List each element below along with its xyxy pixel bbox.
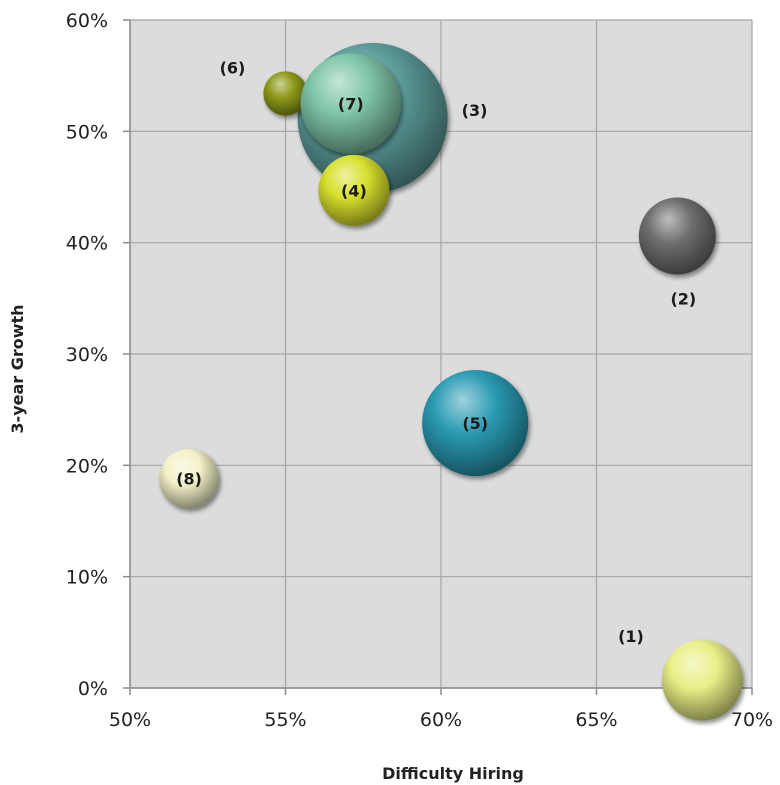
bubble-4 [318,154,390,226]
bubble-8 [159,448,219,509]
bubble-5 [422,369,529,477]
bubble-label: (4) [341,181,367,200]
x-tick-label: 70% [731,709,773,731]
bubble-2 [638,197,716,275]
axes [123,19,753,695]
x-tick-label: 50% [109,709,151,731]
y-tick-label: 0% [78,678,108,700]
y-tick-label: 60% [66,10,108,32]
x-tick-label: 60% [420,709,462,731]
bubble-label: (7) [338,95,364,114]
bubble-label: (2) [670,289,696,308]
y-tick-label: 30% [66,344,108,366]
bubble-label: (1) [618,627,644,646]
bubble-1 [661,639,743,721]
y-tick-label: 10% [66,567,108,589]
x-tick-label: 55% [264,709,306,731]
y-tick-label: 20% [66,455,108,477]
bubble-label: (6) [220,58,246,77]
bubble-7 [300,53,402,154]
y-tick-label: 40% [66,233,108,255]
bubble-label: (8) [176,470,202,489]
bubble-6 [263,71,308,116]
bubble-label: (5) [462,414,488,433]
bubbles [159,42,743,721]
x-tick-label: 65% [575,709,617,731]
bubble-labels: (3) (6) (7) (4) (2) (5) (8) (1) [176,58,696,645]
x-axis-title: Difficulty Hiring [382,764,524,783]
y-axis-title: 3-year Growth [8,304,27,433]
tick-labels: 50% 55% 60% 65% 70% 0% 10% 20% 30% 40% 50% 60% [66,10,773,731]
bubble-label: (3) [462,101,488,120]
y-tick-label: 50% [66,121,108,143]
